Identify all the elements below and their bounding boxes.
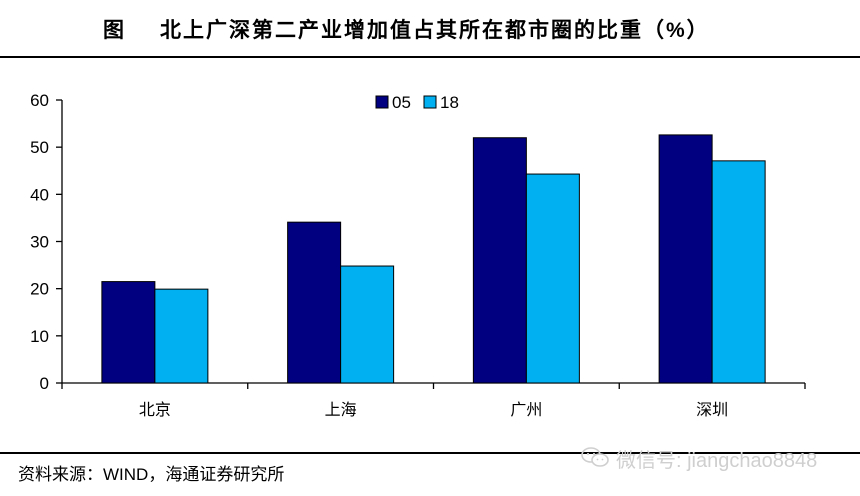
bar-05-广州 [472,137,527,384]
legend-label: 18 [440,93,459,112]
watermark-text: 微信号: jiangchao8848 [616,450,818,472]
y-tick-label: 30 [30,233,49,252]
y-tick-label: 40 [30,185,49,204]
bar-18-北京 [154,288,209,384]
x-tick-label: 上海 [325,401,357,419]
bottom-rule [0,452,860,454]
bar-18-深圳 [711,160,766,384]
top-rule [0,56,860,58]
y-tick-label: 0 [40,374,49,393]
y-tick-label: 10 [30,327,49,346]
bar-chart: 0 10 20 30 40 50 60 北京 上海 广州 深圳 05 18 [30,91,806,419]
y-tick-label: 60 [30,91,49,110]
y-tick-label: 50 [30,138,49,157]
bar-05-上海 [287,221,342,384]
chart-title: 北上广深第二产业增加值占其所在都市圈的比重（%） [160,19,710,42]
chart-area: 0 10 20 30 40 50 60 北京 上海 广州 深圳 05 18 [0,60,860,450]
legend-label: 05 [392,93,411,112]
title-row: 图 北上广深第二产业增加值占其所在都市圈的比重（%） [0,14,860,44]
bar-18-上海 [340,265,395,384]
title-bar: 图 北上广深第二产业增加值占其所在都市圈的比重（%） [0,0,860,58]
watermark: 微信号: jiangchao8848 [580,444,850,474]
bar-05-北京 [101,281,156,384]
legend-swatch-05 [375,95,389,109]
y-tick-label: 20 [30,280,49,299]
figure-label: 图 [103,19,125,42]
bar-05-深圳 [658,134,713,384]
x-tick-label: 深圳 [696,401,728,419]
bar-18-广州 [525,173,580,384]
wechat-icon [581,447,609,467]
source-note: 资料来源：WIND，海通证券研究所 [18,465,285,484]
x-tick-label: 北京 [139,401,171,419]
legend-swatch-18 [423,95,437,109]
x-tick-label: 广州 [510,401,542,419]
